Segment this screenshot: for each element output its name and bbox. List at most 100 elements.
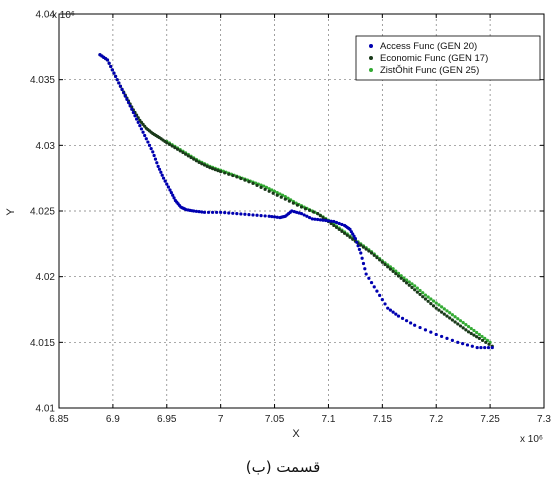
- data-point: [206, 210, 211, 214]
- series-0: [98, 53, 494, 350]
- data-point: [486, 345, 491, 350]
- legend-label-access: Access Func (GEN 20): [380, 41, 477, 52]
- data-point: [318, 213, 322, 218]
- data-point: [461, 342, 465, 346]
- data-point: [404, 278, 409, 282]
- x-tick-labels: 6.85 6.9 6.95 7 7.05 7.1 7.15 7.2 7.25 7.3: [49, 414, 551, 425]
- data-point: [271, 191, 275, 195]
- legend-label-zist: ZistŎhit Func (GEN 25): [380, 65, 479, 76]
- data-point: [332, 219, 336, 224]
- data-point: [440, 305, 444, 309]
- data-point: [262, 184, 266, 188]
- data-point: [318, 218, 322, 222]
- data-point: [423, 297, 428, 301]
- y-tick-label: 4.01: [36, 404, 56, 415]
- data-point: [386, 306, 390, 310]
- data-point: [458, 324, 463, 328]
- data-point: [219, 210, 223, 214]
- data-point: [259, 213, 263, 218]
- data-point: [247, 180, 251, 184]
- data-point: [400, 316, 405, 320]
- data-point: [279, 195, 283, 199]
- data-point: [163, 179, 167, 183]
- data-point: [171, 193, 175, 197]
- data-point: [299, 205, 304, 209]
- data-point: [136, 120, 140, 124]
- data-point: [469, 331, 473, 336]
- data-point: [110, 68, 114, 72]
- data-point: [429, 297, 433, 301]
- data-point: [380, 260, 384, 264]
- data-point: [423, 293, 428, 297]
- data-point: [312, 210, 316, 214]
- data-point: [160, 173, 164, 177]
- data-point: [360, 256, 364, 260]
- data-point: [159, 170, 163, 174]
- data-point: [299, 212, 304, 216]
- data-point: [133, 114, 137, 118]
- data-point: [448, 316, 452, 320]
- data-point: [450, 338, 454, 342]
- data-point: [404, 319, 409, 323]
- data-point: [310, 217, 314, 221]
- data-point: [143, 133, 147, 138]
- data-point: [448, 311, 452, 315]
- data-point: [456, 317, 460, 321]
- data-point: [316, 217, 320, 222]
- data-point: [426, 295, 430, 299]
- legend-marker-economic: [369, 56, 373, 60]
- data-point: [275, 215, 279, 219]
- data-point: [202, 210, 207, 214]
- data-point: [178, 149, 182, 153]
- data-point: [321, 215, 325, 220]
- data-point: [157, 167, 162, 171]
- data-point: [434, 301, 438, 305]
- data-point: [434, 332, 438, 337]
- data-point: [251, 181, 255, 186]
- data-point: [442, 312, 446, 316]
- data-point: [167, 142, 172, 146]
- data-point: [192, 209, 196, 213]
- data-point: [210, 210, 215, 214]
- data-point: [275, 193, 279, 197]
- data-point: [396, 271, 401, 275]
- data-point: [227, 172, 231, 176]
- data-point: [475, 345, 479, 350]
- x-tick-label: 7: [218, 414, 224, 425]
- data-point: [151, 150, 155, 154]
- data-point: [297, 211, 301, 215]
- data-point: [105, 58, 110, 62]
- data-point: [122, 91, 126, 95]
- data-point: [316, 212, 320, 216]
- data-point: [399, 274, 403, 278]
- data-point: [169, 191, 173, 195]
- data-point: [456, 340, 460, 344]
- data-point: [442, 307, 446, 311]
- data-point: [466, 330, 471, 334]
- data-point: [120, 87, 124, 92]
- data-point: [357, 247, 362, 252]
- data-point: [361, 245, 366, 249]
- data-point: [223, 211, 227, 215]
- data-point: [239, 176, 243, 181]
- data-point: [480, 334, 484, 339]
- data-point: [483, 345, 487, 350]
- data-point: [303, 207, 308, 211]
- y-tick-labels: 4.01 4.015 4.02 4.025 4.03 4.035 4.04: [30, 10, 55, 415]
- data-point: [421, 295, 425, 299]
- y-tick-label: 4.02: [36, 272, 56, 283]
- data-point: [194, 209, 199, 213]
- data-point: [263, 187, 267, 191]
- data-point: [251, 213, 255, 217]
- data-point: [259, 185, 263, 189]
- data-point: [123, 94, 127, 98]
- data-point: [402, 279, 406, 283]
- data-point: [440, 310, 444, 314]
- data-point: [453, 320, 457, 324]
- data-point: [267, 214, 271, 218]
- data-point: [466, 324, 471, 329]
- data-point: [112, 71, 116, 75]
- data-point: [483, 336, 487, 340]
- data-point: [479, 345, 483, 350]
- data-point: [270, 214, 274, 219]
